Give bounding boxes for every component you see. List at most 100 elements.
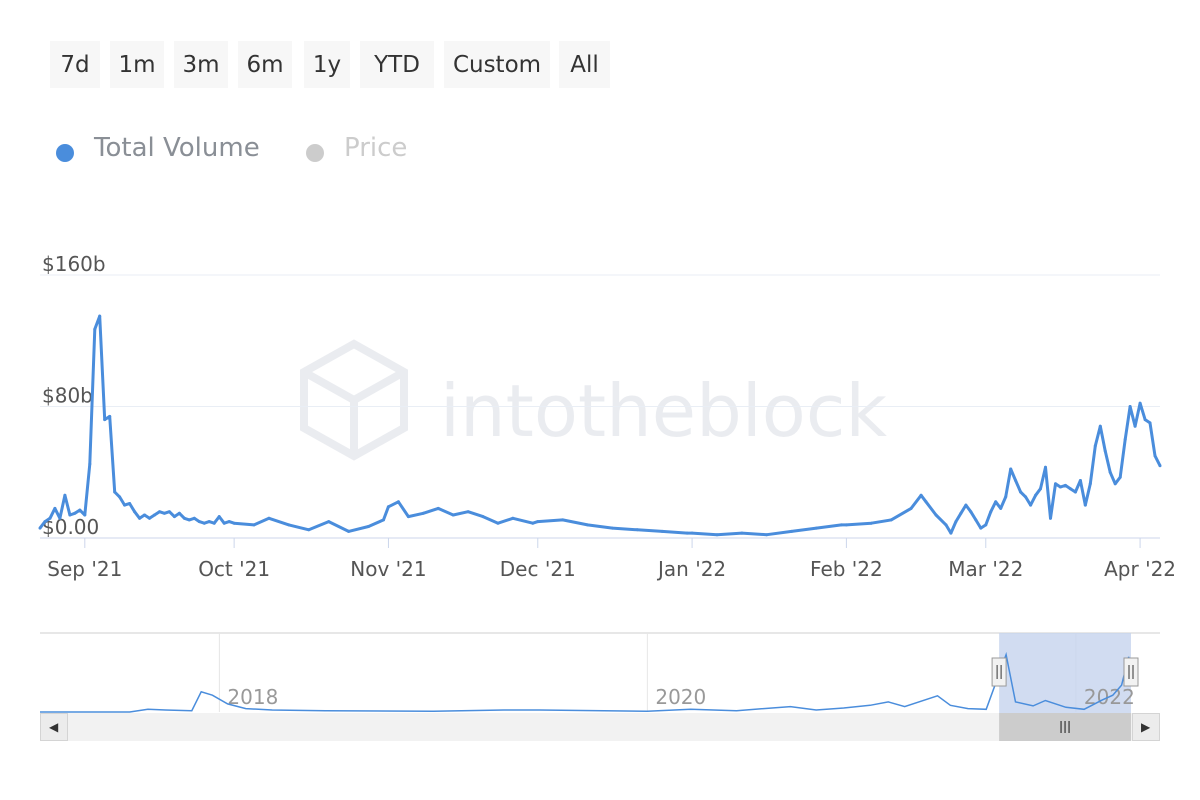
data-point <box>1078 479 1082 482</box>
data-point <box>182 516 186 520</box>
data-point <box>227 520 231 524</box>
legend-item-price[interactable]: Price <box>306 133 416 169</box>
data-point <box>949 531 953 535</box>
navigator-handle-left[interactable] <box>991 657 1007 687</box>
data-point <box>1083 503 1087 507</box>
range-button-3m[interactable]: 3m <box>174 41 228 88</box>
data-point <box>83 513 87 517</box>
legend-marker-price <box>306 144 324 162</box>
data-point <box>43 520 47 524</box>
arrow-right-icon: ▶ <box>1141 720 1151 734</box>
data-point <box>869 521 873 525</box>
range-button-all[interactable]: All <box>559 41 610 88</box>
range-button-7d[interactable]: 7d <box>50 41 100 88</box>
x-tick-label: Oct '21 <box>198 557 270 581</box>
data-point <box>496 521 500 525</box>
data-point <box>187 518 191 522</box>
data-point <box>979 526 983 530</box>
data-point <box>222 521 226 525</box>
watermark-logo <box>300 339 408 461</box>
navigator-handle-right[interactable] <box>1123 657 1139 687</box>
data-point <box>815 526 818 530</box>
x-tick-label: Apr '22 <box>1104 557 1176 581</box>
data-point <box>586 523 590 527</box>
data-point <box>267 516 271 520</box>
range-button-ytd[interactable]: YTD <box>360 41 434 88</box>
data-point <box>1118 475 1122 479</box>
data-point <box>73 511 77 515</box>
scrollbar-left-button[interactable]: ◀ <box>40 713 68 741</box>
data-point <box>148 516 151 520</box>
x-tick-label: Dec '21 <box>500 557 576 581</box>
data-point <box>128 502 132 505</box>
data-point <box>217 515 221 519</box>
data-point <box>989 510 993 514</box>
data-point <box>158 510 161 514</box>
data-point <box>451 513 455 517</box>
x-tick-label: Sep '21 <box>47 557 122 581</box>
scrollbar-track[interactable] <box>40 713 1160 741</box>
legend-marker-total-volume <box>56 144 74 162</box>
data-point <box>1088 482 1092 486</box>
data-point <box>934 513 938 517</box>
data-point <box>481 515 485 519</box>
data-point <box>118 495 122 499</box>
data-point <box>1143 418 1147 422</box>
data-point <box>133 510 137 514</box>
data-point <box>177 511 181 515</box>
data-point <box>53 506 57 510</box>
range-button-custom[interactable]: Custom <box>444 41 550 88</box>
x-tick-label: Jan '22 <box>656 557 726 581</box>
data-point <box>93 327 97 331</box>
legend-item-total-volume[interactable]: Total Volume <box>56 133 276 169</box>
range-button-1y[interactable]: 1y <box>304 41 350 88</box>
watermark-text: intotheblock <box>440 369 887 453</box>
data-point <box>153 513 156 517</box>
navigator-year-labels: 2018 2020 2022 <box>227 685 1134 709</box>
data-point <box>1148 421 1152 425</box>
data-point <box>994 500 998 504</box>
data-point <box>78 508 82 512</box>
data-point <box>232 521 236 525</box>
x-tick-label: Mar '22 <box>948 557 1023 581</box>
navigator-year-label: 2020 <box>655 685 706 709</box>
legend-label-price: Price <box>344 133 408 163</box>
data-point <box>207 520 211 524</box>
data-point <box>68 513 72 517</box>
data-point <box>1029 503 1033 507</box>
data-point <box>58 516 62 520</box>
data-point <box>1014 479 1018 482</box>
data-point <box>466 510 470 514</box>
data-point <box>561 518 565 522</box>
data-point <box>844 523 848 527</box>
data-point <box>252 523 256 527</box>
data-point <box>1093 444 1097 448</box>
data-point <box>924 500 928 504</box>
data-point <box>197 520 201 524</box>
data-point <box>1123 437 1127 441</box>
data-point <box>690 531 694 535</box>
navigator-selected-range[interactable] <box>999 633 1131 713</box>
scrollbar-right-button[interactable]: ▶ <box>1132 713 1160 741</box>
data-point <box>172 515 176 519</box>
navigator-year-gridlines <box>218 633 1077 712</box>
data-point <box>287 523 291 527</box>
data-point <box>919 493 923 497</box>
data-point <box>202 521 206 525</box>
data-point <box>610 526 614 530</box>
gridlines <box>40 274 1160 407</box>
data-point <box>1153 454 1157 458</box>
x-tick-label: Feb '22 <box>810 557 883 581</box>
data-point <box>1058 485 1062 489</box>
data-point <box>889 518 893 522</box>
data-point <box>1158 464 1162 468</box>
data-point <box>1009 467 1013 471</box>
data-point <box>406 515 410 519</box>
data-point <box>1108 470 1112 474</box>
data-point <box>635 528 639 532</box>
data-point <box>307 528 311 532</box>
data-point <box>1039 487 1042 491</box>
range-button-1m[interactable]: 1m <box>110 41 164 88</box>
range-button-6m[interactable]: 6m <box>238 41 292 88</box>
data-point <box>1138 401 1142 405</box>
